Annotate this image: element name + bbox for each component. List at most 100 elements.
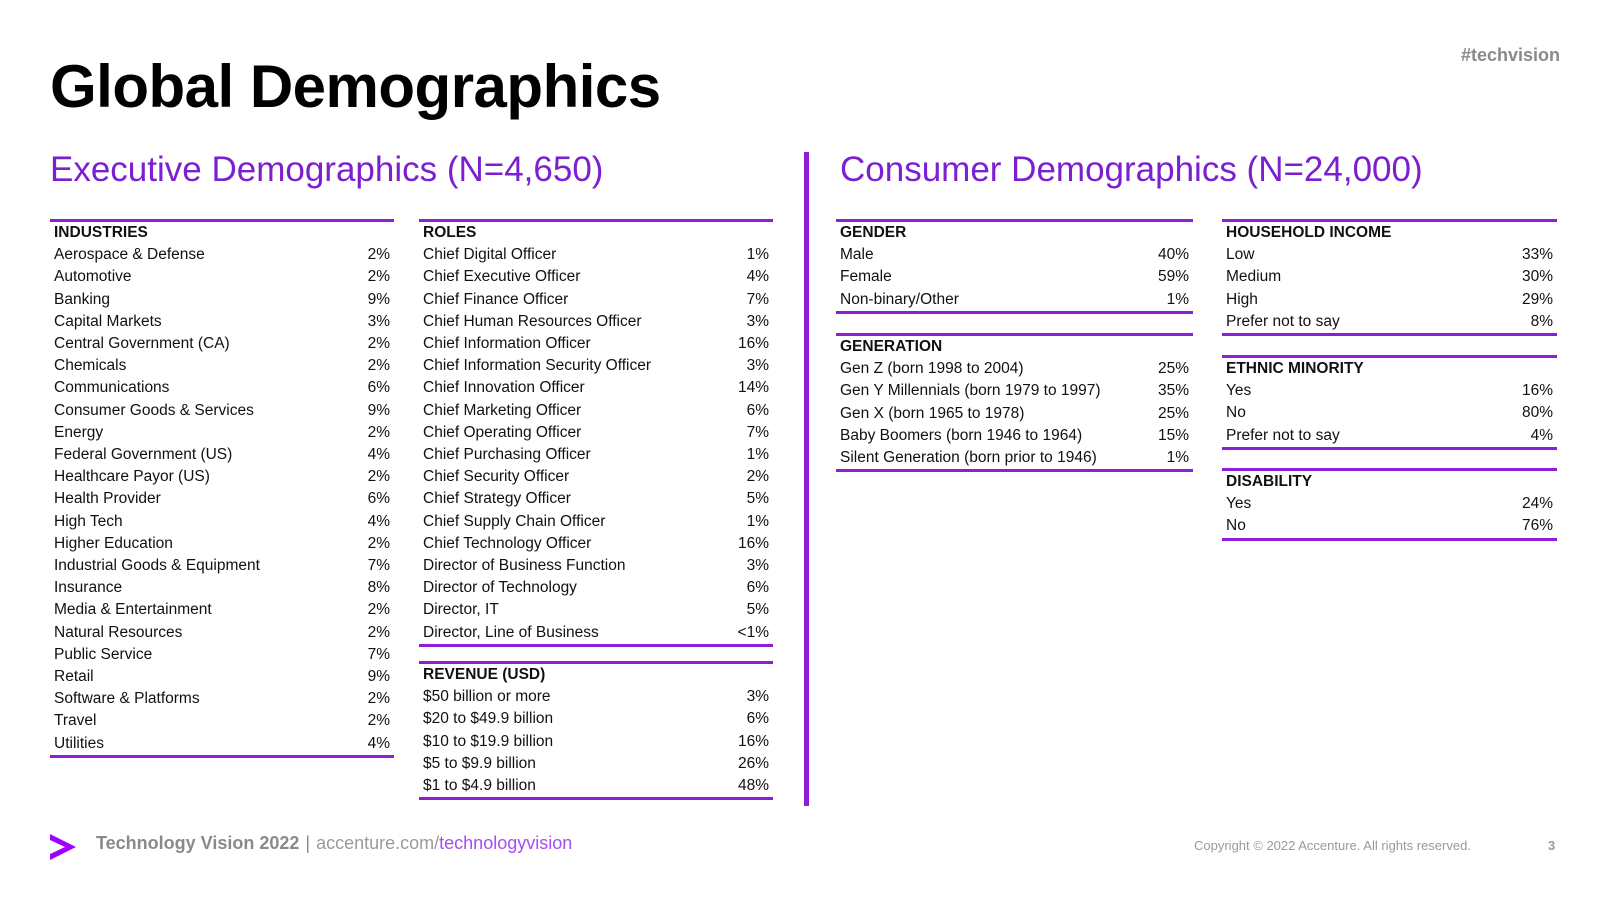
table-row: Chief Digital Officer 1% [419,244,773,266]
row-value: 40% [1157,246,1189,264]
row-value: 24% [1521,495,1553,513]
row-value: 2% [367,423,390,441]
table-row: Chief Finance Officer 7% [419,289,773,311]
row-label: Prefer not to say [1226,312,1340,330]
table-row: $50 billion or more 3% [419,686,773,708]
table-row: Non-binary/Other 1% [836,289,1193,311]
table-row: No 80% [1222,402,1557,424]
row-label: $5 to $9.9 billion [423,754,536,772]
row-label: Natural Resources [54,623,183,641]
row-value: 4% [1530,426,1553,444]
row-label: Chief Technology Officer [423,534,592,552]
footer-url-path[interactable]: technologyvision [439,833,573,853]
row-label: Yes [1226,495,1252,513]
table-row: Low 33% [1222,244,1557,266]
row-label: Software & Platforms [54,690,200,708]
row-value: 25% [1157,404,1189,422]
row-value: 80% [1521,404,1553,422]
row-label: Gen X (born 1965 to 1978) [840,404,1025,422]
row-value: 3% [746,688,769,706]
row-label: Silent Generation (born prior to 1946) [840,449,1097,467]
row-label: $1 to $4.9 billion [423,777,536,795]
table-row: Federal Government (US) 4% [50,444,394,466]
row-value: 2% [367,468,390,486]
row-value: 3% [746,312,769,330]
table-row: Baby Boomers (born 1946 to 1964) 15% [836,425,1193,447]
footer-brand: Technology Vision 2022 [96,833,300,853]
row-value: 1% [1166,449,1189,467]
row-label: Communications [54,379,170,397]
table-row: Insurance 8% [50,577,394,599]
row-value: 1% [746,446,769,464]
row-label: Higher Education [54,534,173,552]
row-label: Director, IT [423,601,499,619]
table-row: Chief Information Officer 16% [419,333,773,355]
row-value: 2% [367,601,390,619]
row-label: Utilities [54,734,104,752]
table-row: Banking 9% [50,289,394,311]
row-label: $20 to $49.9 billion [423,710,554,728]
row-value: 4% [367,734,390,752]
footer-separator: | [305,833,311,853]
table-row: Public Service 7% [50,644,394,666]
table-row: Chief Operating Officer 7% [419,422,773,444]
revenue-table: REVENUE (USD) $50 billion or more 3% $20 to… [419,661,773,801]
row-label: Baby Boomers (born 1946 to 1964) [840,426,1083,444]
row-label: Medium [1226,268,1282,286]
row-label: Chief Digital Officer [423,246,557,264]
row-value: 9% [367,290,390,308]
footer-url-domain[interactable]: accenture.com/ [316,833,440,853]
copyright-text: Copyright © 2022 Accenture. All rights r… [1194,838,1471,853]
table-row: Industrial Goods & Equipment 7% [50,555,394,577]
table-header: ETHNIC MINORITY [1226,360,1364,377]
row-label: Health Provider [54,490,161,508]
row-value: 3% [746,357,769,375]
row-label: Insurance [54,579,123,597]
table-header: INDUSTRIES [54,224,148,241]
row-value: 5% [746,601,769,619]
row-value: <1% [737,623,769,641]
row-label: Chemicals [54,357,127,375]
table-row: Director, IT 5% [419,599,773,621]
row-value: 26% [737,754,769,772]
row-value: 16% [737,534,769,552]
row-label: Low [1226,246,1255,264]
row-label: Director of Business Function [423,557,626,575]
row-value: 4% [746,268,769,286]
row-value: 16% [1521,382,1553,400]
table-row: Male 40% [836,244,1193,266]
table-row: Director of Business Function 3% [419,555,773,577]
row-label: Retail [54,668,94,686]
table-row: Health Provider 6% [50,488,394,510]
row-label: Public Service [54,645,153,663]
executive-demographics-title: Executive Demographics (N=4,650) [50,150,604,189]
table-row: Prefer not to say 8% [1222,311,1557,333]
table-row: Chief Human Resources Officer 3% [419,311,773,333]
row-label: $50 billion or more [423,688,551,706]
row-label: Media & Entertainment [54,601,212,619]
row-value: 2% [367,534,390,552]
row-label: Aerospace & Defense [54,246,205,264]
row-label: Chief Security Officer [423,468,570,486]
table-row: Female 59% [836,266,1193,288]
household-income-table: HOUSEHOLD INCOME Low 33% Medium 30% High 29% Pr… [1222,219,1557,337]
row-value: 59% [1157,268,1189,286]
table-row: Capital Markets 3% [50,311,394,333]
row-label: Chief Innovation Officer [423,379,585,397]
row-value: 33% [1521,246,1553,264]
table-header: GENDER [840,224,907,241]
row-value: 16% [737,732,769,750]
table-row: Gen X (born 1965 to 1978) 25% [836,403,1193,425]
ethnic-minority-table: ETHNIC MINORITY Yes 16% No 80% Prefer not to … [1222,355,1557,450]
table-row: Consumer Goods & Services 9% [50,400,394,422]
row-value: 2% [367,690,390,708]
accenture-logo-icon [50,834,76,860]
table-row: Yes 24% [1222,493,1557,515]
row-value: 4% [367,512,390,530]
row-label: Chief Purchasing Officer [423,446,591,464]
table-row: Chief Executive Officer 4% [419,266,773,288]
row-label: Chief Information Security Officer [423,357,651,375]
row-label: Chief Supply Chain Officer [423,512,606,530]
table-row: Prefer not to say 4% [1222,425,1557,447]
table-row: Chief Technology Officer 16% [419,533,773,555]
